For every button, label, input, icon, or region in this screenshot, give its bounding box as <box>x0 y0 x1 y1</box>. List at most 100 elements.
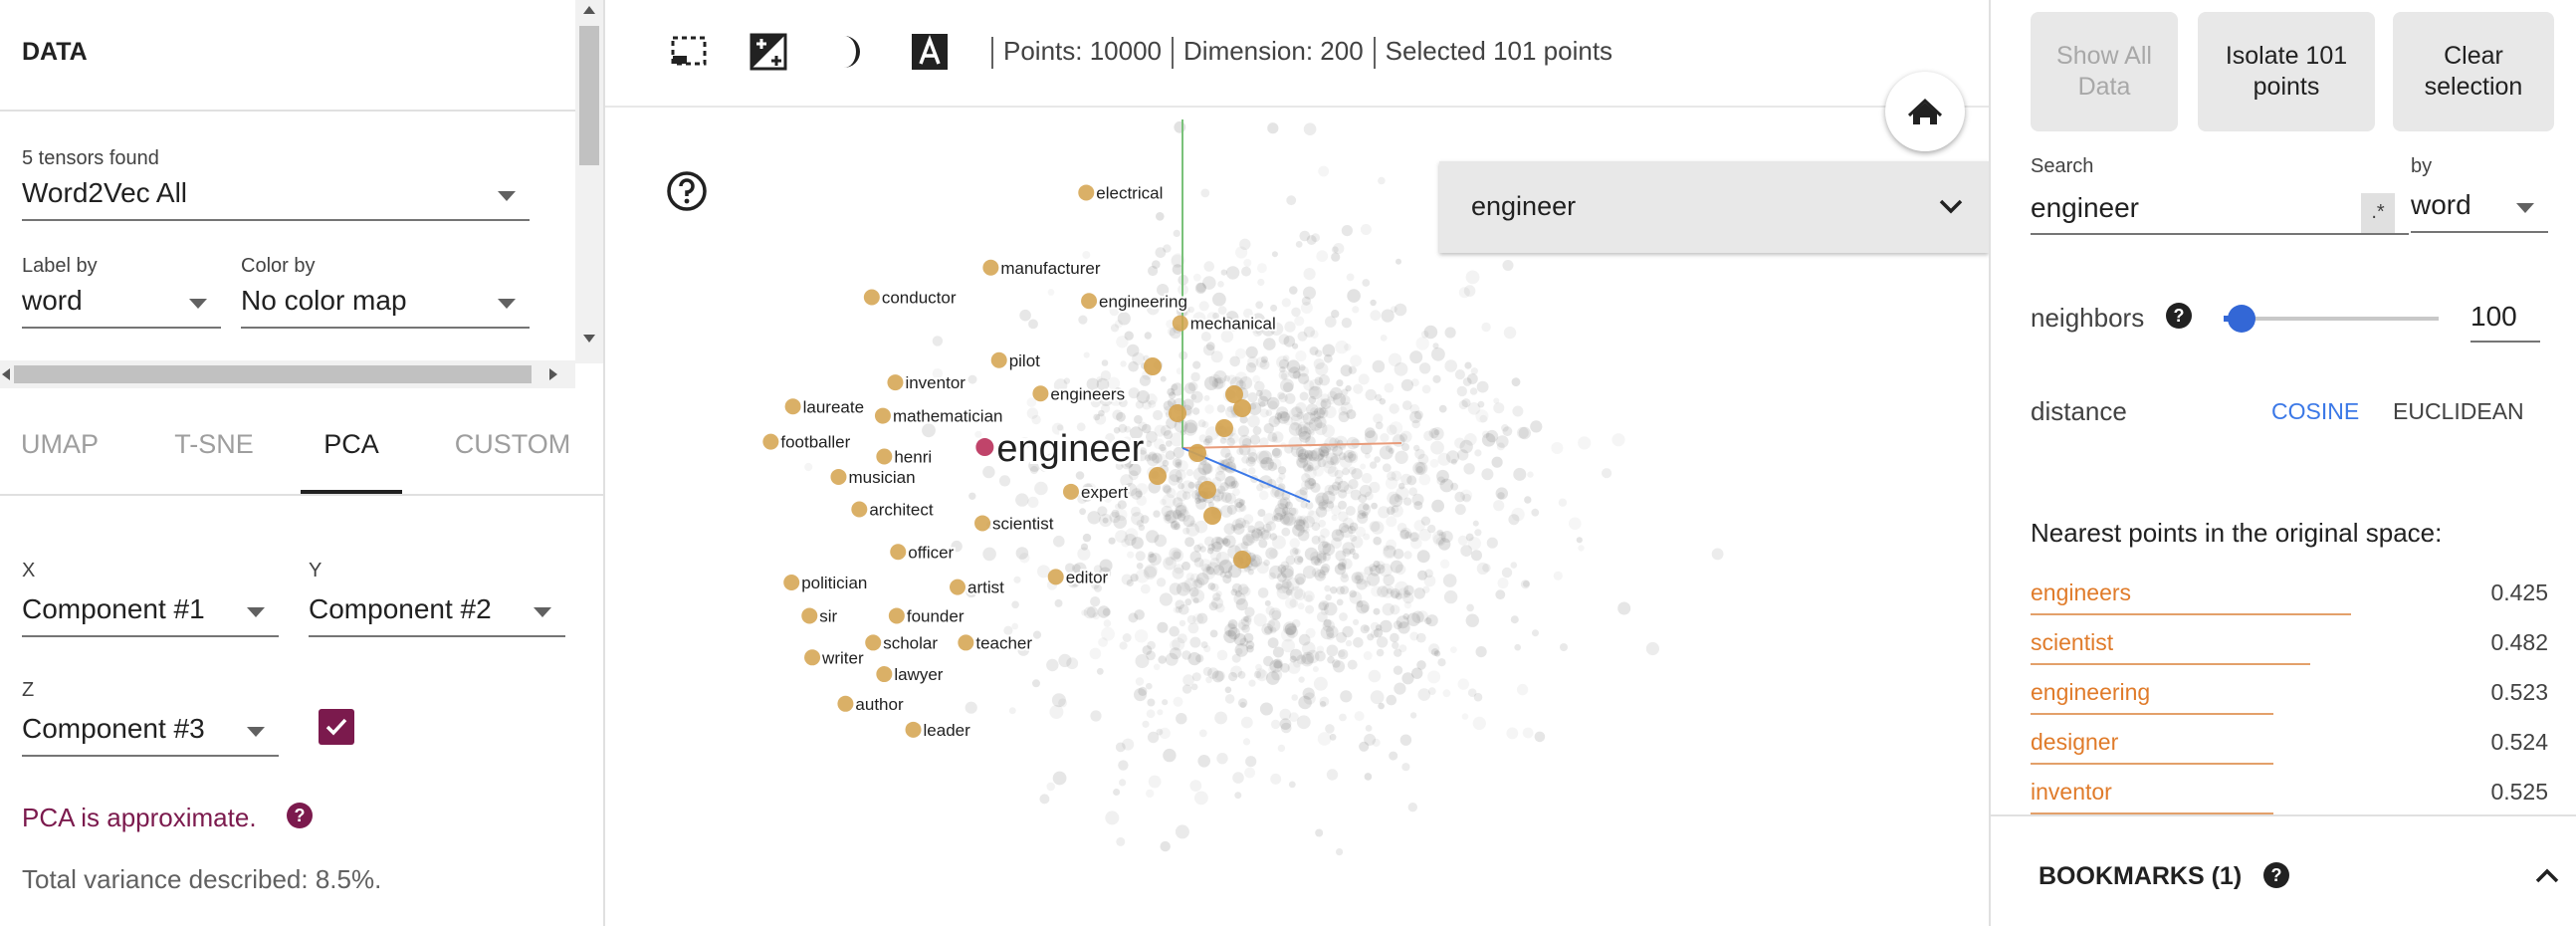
nearest-point-row[interactable]: designer 0.524 <box>2031 719 2548 769</box>
nearest-point-row[interactable]: scientist 0.482 <box>2031 619 2548 669</box>
tab-tsne[interactable]: T-SNE <box>174 429 254 459</box>
data-point <box>1369 564 1378 573</box>
highlighted-point[interactable] <box>851 501 868 518</box>
tab-custom[interactable]: CUSTOM <box>454 429 571 459</box>
highlighted-point[interactable] <box>1078 184 1095 201</box>
night-mode-icon[interactable] <box>749 32 788 72</box>
highlighted-point[interactable] <box>887 374 904 391</box>
clear-selection-button[interactable]: Clear selection <box>2393 12 2554 131</box>
data-point <box>1198 559 1212 572</box>
data-point <box>1611 433 1625 447</box>
highlighted-point[interactable] <box>804 649 821 666</box>
help-icon[interactable]: ? <box>2166 303 2192 329</box>
tab-pca[interactable]: PCA <box>301 396 402 494</box>
y-component-select[interactable]: Component #2 <box>309 589 565 637</box>
tensor-select[interactable]: Word2Vec All <box>22 173 530 221</box>
select-rectangle-icon[interactable] <box>669 32 709 72</box>
highlighted-point[interactable] <box>874 407 891 424</box>
distance-euclidean-button[interactable]: EUCLIDEAN <box>2393 398 2524 424</box>
highlighted-point[interactable] <box>801 607 818 624</box>
highlighted-point[interactable] <box>876 666 893 683</box>
highlighted-point[interactable] <box>1149 467 1167 485</box>
search-by-select[interactable]: word <box>2411 185 2548 233</box>
scrollbar-thumb[interactable] <box>14 365 532 383</box>
highlighted-point[interactable] <box>837 695 854 712</box>
scatter-plot[interactable]: electricalmanufacturerengineeringmechani… <box>605 110 1989 926</box>
nearest-point-row[interactable]: inventor 0.525 <box>2031 769 2548 818</box>
show-all-data-button[interactable]: Show All Data <box>2031 12 2178 131</box>
data-point <box>1266 671 1280 685</box>
highlighted-point[interactable] <box>783 574 800 590</box>
x-component-select[interactable]: Component #1 <box>22 589 279 637</box>
highlighted-point[interactable] <box>888 607 905 624</box>
help-icon[interactable]: ? <box>287 803 313 828</box>
highlighted-point[interactable] <box>1233 551 1251 569</box>
highlighted-point[interactable] <box>1144 357 1162 375</box>
nearest-point-row[interactable]: engineers 0.425 <box>2031 570 2548 619</box>
highlighted-point[interactable] <box>876 448 893 465</box>
color-by-select[interactable]: No color map <box>241 281 530 329</box>
data-point <box>1400 473 1412 486</box>
scroll-right-icon[interactable] <box>549 368 557 380</box>
highlighted-point[interactable] <box>830 468 847 485</box>
label-by-select[interactable]: word <box>22 281 221 329</box>
highlighted-point[interactable] <box>1032 385 1049 402</box>
label-toggle-icon[interactable] <box>910 32 950 72</box>
data-point <box>1281 580 1294 594</box>
data-point <box>1174 120 1186 133</box>
scroll-down-icon[interactable] <box>583 335 595 343</box>
highlighted-point[interactable] <box>863 289 880 306</box>
data-point <box>1242 535 1253 547</box>
neighbors-slider-knob[interactable] <box>2228 305 2256 333</box>
chevron-up-icon[interactable] <box>2534 866 2560 884</box>
highlighted-point[interactable] <box>990 351 1007 368</box>
highlighted-point[interactable] <box>1172 315 1188 332</box>
scrollbar-thumb[interactable] <box>579 26 599 165</box>
z-component-select[interactable]: Component #3 <box>22 709 279 757</box>
z-enabled-checkbox[interactable] <box>319 709 354 745</box>
highlighted-point[interactable] <box>762 433 779 450</box>
highlighted-point[interactable] <box>784 398 801 415</box>
help-icon[interactable] <box>665 169 709 213</box>
highlighted-point[interactable] <box>1225 385 1243 403</box>
tab-umap[interactable]: UMAP <box>20 429 99 459</box>
neighbors-slider[interactable] <box>2224 317 2439 321</box>
highlighted-point[interactable] <box>865 634 882 651</box>
highlighted-point[interactable] <box>905 721 922 738</box>
distance-cosine-button[interactable]: COSINE <box>2271 398 2360 424</box>
data-point <box>1283 621 1297 635</box>
highlighted-point[interactable] <box>974 515 991 532</box>
data-point <box>1279 718 1292 730</box>
search-input[interactable]: engineer <box>2031 185 2409 235</box>
data-point <box>1274 503 1289 517</box>
highlighted-point[interactable] <box>950 579 966 595</box>
neighbors-input[interactable]: 100 <box>2470 295 2540 343</box>
highlighted-point[interactable] <box>1233 399 1251 417</box>
reset-view-button[interactable] <box>1885 72 1965 151</box>
highlighted-point[interactable] <box>1062 483 1079 500</box>
focus-point[interactable] <box>975 438 994 457</box>
highlighted-point[interactable] <box>958 634 974 651</box>
highlighted-point[interactable] <box>1047 569 1064 585</box>
highlighted-point[interactable] <box>1188 444 1206 462</box>
highlighted-point[interactable] <box>1081 293 1098 310</box>
regex-toggle-button[interactable]: .* <box>2361 193 2395 233</box>
help-icon[interactable]: ? <box>2263 862 2289 888</box>
data-point <box>1200 641 1208 649</box>
highlighted-point[interactable] <box>1215 419 1233 437</box>
data-point <box>1323 460 1337 474</box>
horizontal-scrollbar[interactable] <box>0 360 575 388</box>
highlighted-point[interactable] <box>1169 404 1186 422</box>
search-results-dropdown[interactable]: engineer <box>1439 161 1989 253</box>
highlighted-point[interactable] <box>1198 481 1216 499</box>
isolate-points-button[interactable]: Isolate 101 points <box>2198 12 2375 131</box>
moon-icon[interactable] <box>830 32 870 72</box>
nearest-point-row[interactable]: engineering 0.523 <box>2031 669 2548 719</box>
scroll-up-icon[interactable] <box>583 6 595 14</box>
bookmarks-header[interactable]: BOOKMARKS (1) <box>2039 862 2242 891</box>
scroll-left-icon[interactable] <box>2 368 10 380</box>
vertical-scrollbar[interactable] <box>575 0 603 363</box>
highlighted-point[interactable] <box>1203 507 1221 525</box>
highlighted-point[interactable] <box>890 544 907 561</box>
highlighted-point[interactable] <box>982 259 999 276</box>
